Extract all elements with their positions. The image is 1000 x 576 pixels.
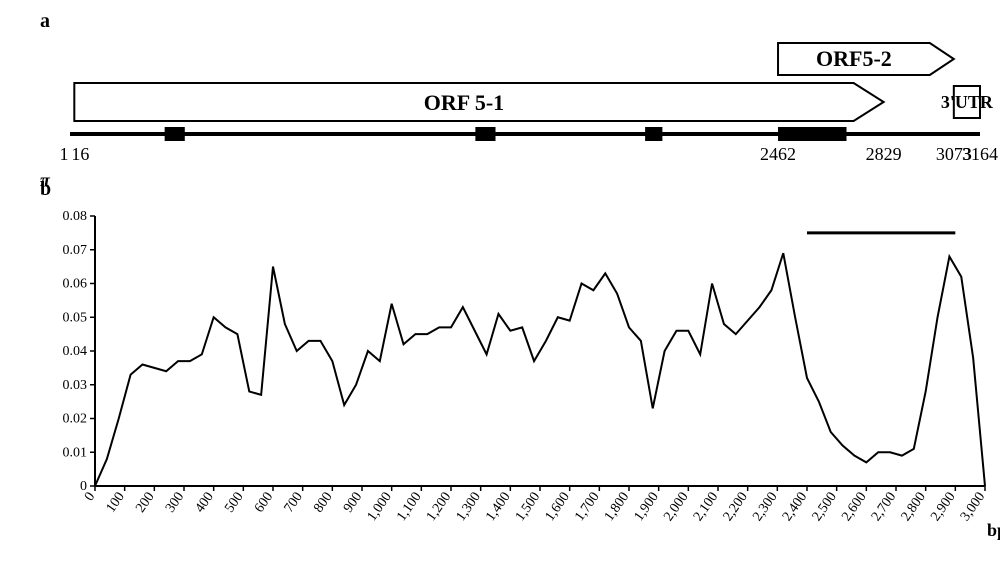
svg-text:0: 0 bbox=[82, 490, 98, 504]
svg-text:bp: bp bbox=[987, 520, 1000, 540]
svg-text:1,400: 1,400 bbox=[483, 490, 513, 524]
svg-text:400: 400 bbox=[193, 490, 217, 516]
svg-text:2,000: 2,000 bbox=[661, 490, 691, 524]
svg-text:2,200: 2,200 bbox=[721, 490, 751, 524]
svg-text:2829: 2829 bbox=[866, 144, 902, 164]
svg-text:16: 16 bbox=[71, 144, 89, 164]
svg-text:2462: 2462 bbox=[760, 144, 796, 164]
svg-text:600: 600 bbox=[252, 490, 276, 516]
svg-text:ORF5-2: ORF5-2 bbox=[816, 46, 892, 71]
svg-text:1,500: 1,500 bbox=[513, 490, 543, 524]
svg-text:0.01: 0.01 bbox=[63, 445, 88, 460]
svg-text:3164: 3164 bbox=[962, 144, 998, 164]
svg-text:700: 700 bbox=[282, 490, 306, 516]
svg-text:0.06: 0.06 bbox=[63, 277, 88, 292]
svg-text:3'UTR: 3'UTR bbox=[941, 92, 994, 112]
svg-text:ORF 5-1: ORF 5-1 bbox=[424, 90, 504, 115]
svg-text:0.02: 0.02 bbox=[63, 412, 88, 427]
svg-text:1,000: 1,000 bbox=[365, 490, 395, 524]
svg-text:200: 200 bbox=[133, 490, 157, 516]
svg-text:2,500: 2,500 bbox=[810, 490, 840, 524]
svg-text:2,700: 2,700 bbox=[869, 490, 899, 524]
pi-symbol: π bbox=[40, 170, 50, 191]
svg-text:2,300: 2,300 bbox=[750, 490, 780, 524]
svg-text:1,700: 1,700 bbox=[572, 490, 602, 524]
svg-text:800: 800 bbox=[311, 490, 335, 516]
svg-text:0.07: 0.07 bbox=[63, 243, 88, 258]
svg-text:0.08: 0.08 bbox=[63, 209, 88, 224]
svg-text:2,800: 2,800 bbox=[899, 490, 929, 524]
svg-text:1,200: 1,200 bbox=[424, 490, 454, 524]
svg-text:1,800: 1,800 bbox=[602, 490, 632, 524]
svg-text:900: 900 bbox=[341, 490, 365, 516]
svg-text:1,100: 1,100 bbox=[394, 490, 424, 524]
svg-text:0.04: 0.04 bbox=[63, 344, 88, 359]
svg-text:2,900: 2,900 bbox=[928, 490, 958, 524]
svg-text:500: 500 bbox=[222, 490, 246, 516]
svg-text:1,600: 1,600 bbox=[543, 490, 573, 524]
svg-text:2,600: 2,600 bbox=[839, 490, 869, 524]
svg-text:0.03: 0.03 bbox=[63, 378, 88, 393]
svg-text:2,100: 2,100 bbox=[691, 490, 721, 524]
svg-text:300: 300 bbox=[163, 490, 187, 516]
svg-text:3,000: 3,000 bbox=[958, 490, 988, 524]
svg-text:0.05: 0.05 bbox=[63, 310, 88, 325]
panel-a-diagram: ORF5-2ORF 5-13'UTR1162462282930733164 bbox=[40, 38, 1000, 178]
svg-text:2,400: 2,400 bbox=[780, 490, 810, 524]
svg-text:1,300: 1,300 bbox=[454, 490, 484, 524]
svg-text:100: 100 bbox=[104, 490, 128, 516]
svg-text:1,900: 1,900 bbox=[632, 490, 662, 524]
panel-a-label: a bbox=[40, 10, 990, 33]
svg-text:1: 1 bbox=[60, 144, 69, 164]
panel-b-chart: 00.010.020.030.040.050.060.070.080100200… bbox=[40, 206, 1000, 566]
